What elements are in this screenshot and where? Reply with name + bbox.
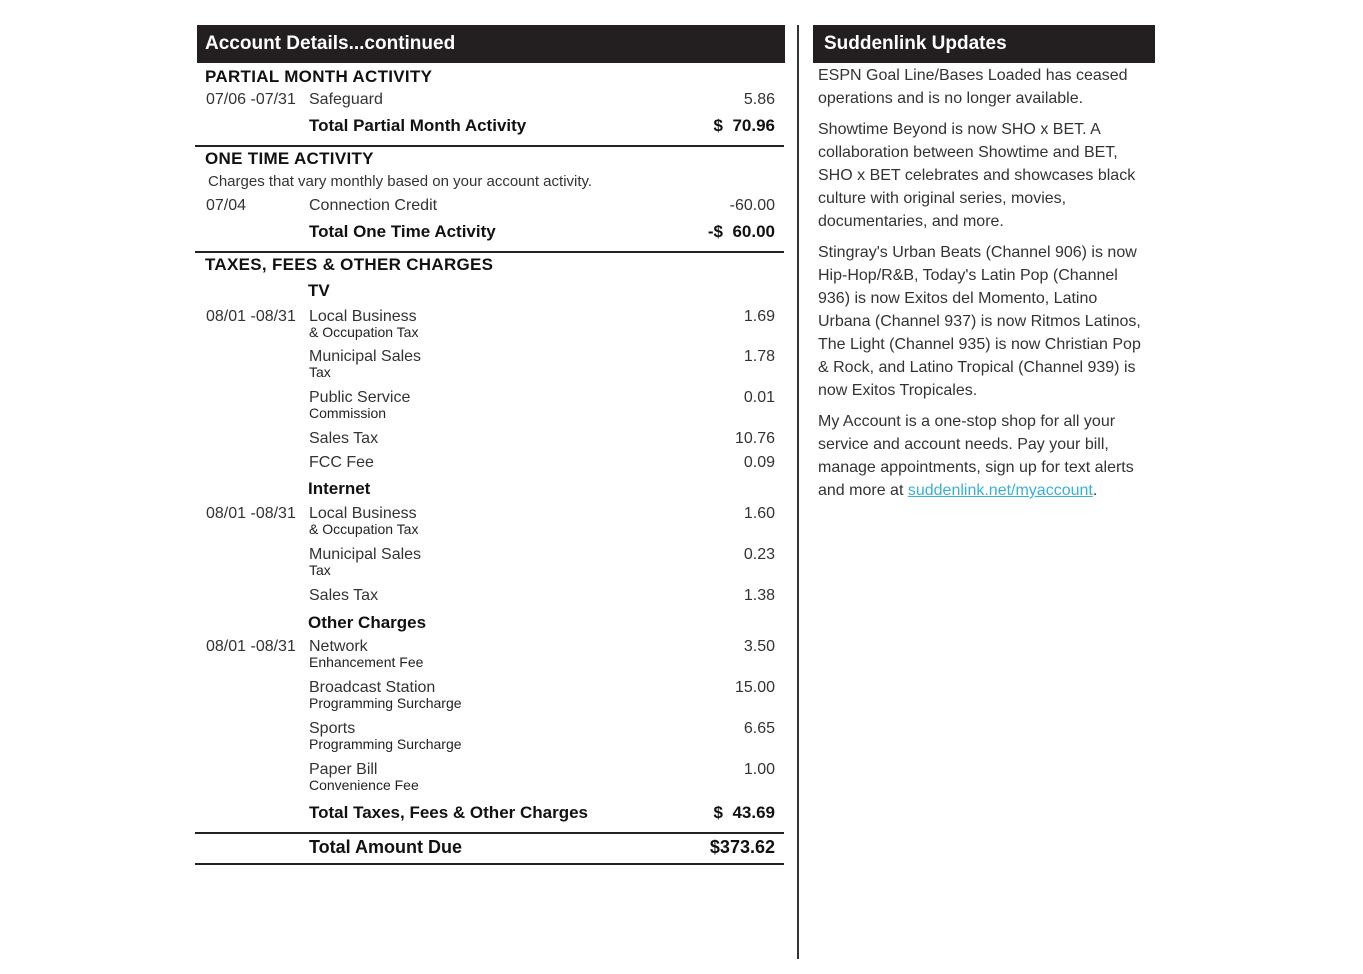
charge-description: Municipal Sales [309,348,422,365]
charge-description: Municipal Sales [309,546,422,563]
column-divider [797,25,799,959]
charge-description: Safeguard [309,91,383,108]
updates-body: ESPN Goal Line/Bases Loaded has ceased o… [818,64,1153,510]
charge-description: Sales Tax [309,587,379,604]
charge-description: Broadcast Station [309,679,436,696]
charge-amount: 6.65 [743,720,775,737]
charge-date: 08/01 -08/31 [206,505,296,522]
charge-subdescription: Programming Surcharge [309,736,462,752]
charge-amount: 1.00 [743,761,775,778]
my-account-text: My Account is a one-stop shop for all yo… [818,413,1134,499]
charge-amount: 1.38 [743,587,775,604]
update-paragraph: Stingray's Urban Beats (Channel 906) is … [818,244,1141,399]
charge-date: 08/01 -08/31 [206,308,296,325]
section-heading: PARTIAL MONTH ACTIVITY [205,67,433,86]
charge-amount: 0.09 [743,454,775,471]
update-paragraph: ESPN Goal Line/Bases Loaded has ceased o… [818,67,1128,107]
charge-amount: -60.00 [729,197,775,214]
charge-description: Paper Bill [309,761,378,778]
charge-description: FCC Fee [309,454,374,471]
charge-description: Connection Credit [309,197,438,214]
charge-amount: 5.86 [743,91,775,108]
charge-description: Local Business [309,308,417,325]
charge-subdescription: Programming Surcharge [309,695,462,711]
total-label: Total Partial Month Activity [309,116,527,135]
charge-amount: 10.76 [734,430,775,447]
my-account-link[interactable]: suddenlink.net/myaccount [907,482,1093,499]
total-label: Total Taxes, Fees & Other Charges [309,803,589,822]
charge-description: Local Business [309,505,417,522]
charge-amount: 1.69 [743,308,775,325]
charge-subdescription: Commission [309,405,387,421]
grand-total-amount: $373.62 [709,837,775,857]
updates-header: Suddenlink Updates [813,25,1155,63]
group-heading: Other Charges [308,613,427,632]
charge-subdescription: & Occupation Tax [309,521,419,537]
total-amount: $ 70.96 [713,116,775,135]
charge-subdescription: Tax [309,364,331,380]
charge-description: Sports [309,720,356,737]
divider-line [195,832,784,834]
account-details-header: Account Details...continued [197,25,785,63]
charge-amount: 0.23 [743,546,775,563]
section-heading: TAXES, FEES & OTHER CHARGES [205,255,494,274]
total-amount: -$ 60.00 [707,222,775,241]
total-label: Total One Time Activity [309,222,496,241]
charge-date: 08/01 -08/31 [206,638,296,655]
charge-amount: 15.00 [734,679,775,696]
link-suffix: . [1092,482,1098,499]
total-amount: $ 43.69 [713,803,775,822]
charge-amount: 3.50 [743,638,775,655]
charge-description: Sales Tax [309,430,379,447]
section-heading: ONE TIME ACTIVITY [205,149,374,168]
charge-subdescription: Convenience Fee [309,777,419,793]
charge-date: 07/06 -07/31 [206,91,296,108]
charge-date: 07/04 [206,197,247,214]
charge-description: Public Service [309,389,411,406]
charge-amount: 0.01 [743,389,775,406]
divider-line [195,251,784,253]
update-paragraph: Showtime Beyond is now SHO x BET. A coll… [818,121,1136,230]
grand-total-label: Total Amount Due [309,837,462,857]
charge-subdescription: Enhancement Fee [309,654,424,670]
divider-line [195,145,784,147]
update-paragraph: My Account is a one-stop shop for all yo… [818,410,1153,502]
section-note: Charges that vary monthly based on your … [208,173,593,190]
charge-subdescription: Tax [309,562,331,578]
charge-amount: 1.78 [743,348,775,365]
charge-description: Network [309,638,368,655]
divider-line [195,863,784,865]
group-heading: Internet [308,479,371,498]
charge-subdescription: & Occupation Tax [309,324,419,340]
group-heading: TV [308,281,330,300]
charge-amount: 1.60 [743,505,775,522]
